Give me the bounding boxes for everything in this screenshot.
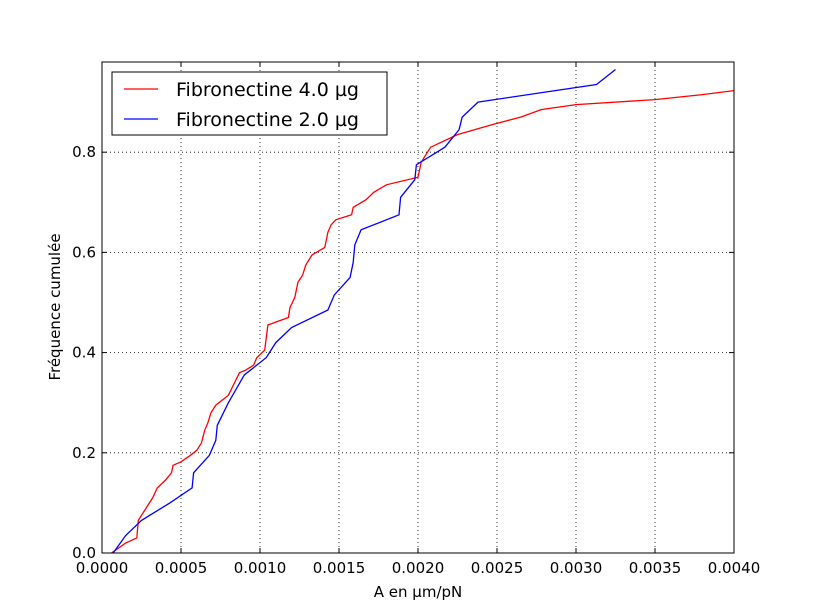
x-tick-label: 0.0020	[392, 559, 445, 577]
x-tick-label: 0.0030	[550, 559, 603, 577]
series-line-1	[111, 89, 734, 553]
y-tick-label: 0.8	[72, 143, 96, 161]
y-tick-label: 0.4	[72, 344, 96, 362]
series-line-2	[112, 68, 616, 553]
legend-box	[111, 71, 388, 136]
legend-label-1: Fibronectine 4.0 µg	[176, 79, 359, 101]
legend: Fibronectine 4.0 µg Fibronectine 2.0 µg	[111, 71, 388, 136]
x-tick-label: 0.0015	[313, 559, 366, 577]
x-axis-label: A en µm/pN	[374, 583, 462, 601]
x-tick-label: 0.0035	[629, 559, 682, 577]
ticks: 0.0000 0.0005 0.0010 0.0015 0.0020 0.0025 0.00…	[72, 62, 760, 577]
x-tick-label: 0.0025	[471, 559, 524, 577]
y-axis-label: Fréquence cumulée	[46, 233, 64, 380]
series-lines	[111, 68, 734, 553]
legend-label-2: Fibronectine 2.0 µg	[176, 109, 359, 131]
y-tick-label: 0.2	[72, 444, 96, 462]
x-tick-label: 0.0000	[76, 559, 129, 577]
plot-background	[102, 62, 734, 553]
x-tick-label: 0.0040	[708, 559, 761, 577]
y-tick-label: 0.0	[72, 544, 96, 562]
x-tick-label: 0.0010	[234, 559, 287, 577]
y-tick-label: 0.6	[72, 243, 96, 261]
x-tick-label: 0.0005	[155, 559, 208, 577]
